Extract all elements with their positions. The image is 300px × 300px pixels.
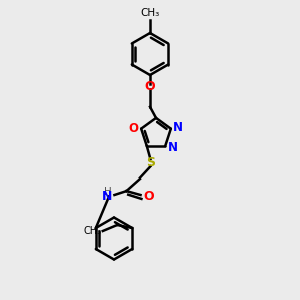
Text: O: O <box>145 80 155 93</box>
Text: CH₃: CH₃ <box>140 8 160 18</box>
Text: CH₃: CH₃ <box>83 226 101 236</box>
Text: N: N <box>168 141 178 154</box>
Text: N: N <box>173 121 183 134</box>
Text: S: S <box>146 156 155 169</box>
Text: N: N <box>102 190 112 203</box>
Text: O: O <box>129 122 139 135</box>
Text: O: O <box>143 190 154 203</box>
Text: H: H <box>104 187 111 196</box>
